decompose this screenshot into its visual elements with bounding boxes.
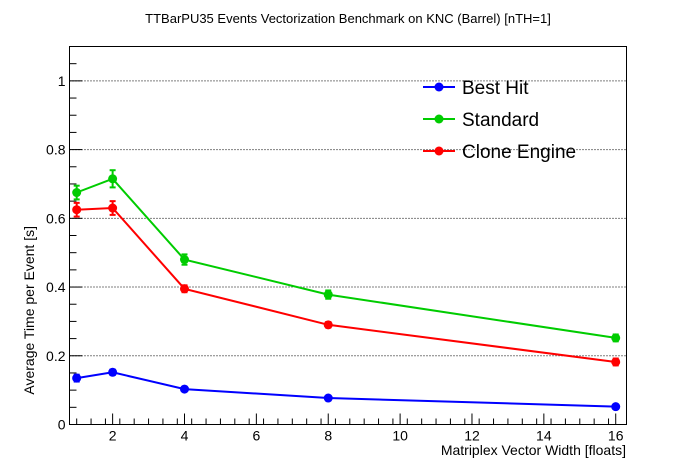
legend-marker bbox=[434, 82, 444, 92]
chart-title: TTBarPU35 Events Vectorization Benchmark… bbox=[145, 11, 551, 26]
series-line bbox=[76, 371, 616, 408]
data-point bbox=[179, 284, 189, 294]
legend-entry: Standard bbox=[423, 110, 539, 131]
data-point bbox=[72, 373, 82, 383]
legend-label: Clone Engine bbox=[462, 142, 576, 163]
data-point bbox=[179, 255, 189, 265]
y-tick-label: 0.4 bbox=[46, 279, 66, 295]
legend-marker bbox=[434, 114, 444, 124]
y-tick-label: 0.6 bbox=[46, 210, 66, 226]
x-tick-label: 2 bbox=[109, 428, 117, 444]
data-point bbox=[72, 205, 82, 215]
series-clone-engine bbox=[72, 200, 621, 367]
data-point bbox=[108, 203, 118, 213]
y-tick-label: 0 bbox=[58, 417, 66, 433]
data-point bbox=[323, 290, 333, 300]
x-tick-label: 16 bbox=[608, 428, 624, 444]
series-line bbox=[76, 206, 616, 363]
data-point bbox=[323, 393, 333, 403]
data-point bbox=[108, 174, 118, 184]
plot-frame bbox=[69, 46, 627, 425]
data-point bbox=[108, 367, 118, 377]
data-point bbox=[323, 320, 333, 330]
x-tick-label: 4 bbox=[181, 428, 189, 444]
grid bbox=[69, 80, 627, 357]
data-point bbox=[611, 402, 621, 412]
x-tick-label: 10 bbox=[392, 428, 408, 444]
x-tick-label: 8 bbox=[324, 428, 332, 444]
y-tick-label: 0.8 bbox=[46, 142, 66, 158]
y-tick-label: 0.2 bbox=[46, 348, 66, 364]
data-point bbox=[179, 384, 189, 394]
y-tick-label: 1 bbox=[58, 73, 66, 89]
x-tick-label: 6 bbox=[252, 428, 260, 444]
legend-entry: Clone Engine bbox=[423, 142, 576, 163]
x-tick-label: 12 bbox=[464, 428, 480, 444]
y-axis-label: Average Time per Event [s] bbox=[21, 226, 37, 395]
legend-entry: Best Hit bbox=[423, 78, 529, 99]
data-point bbox=[611, 357, 621, 367]
data-point bbox=[611, 333, 621, 343]
legend-label: Best Hit bbox=[462, 78, 529, 99]
x-axis-label: Matriplex Vector Width [floats] bbox=[441, 442, 626, 458]
series-standard bbox=[72, 169, 621, 343]
data-point bbox=[72, 188, 82, 198]
legend: Best Hit Standard Clone Engine bbox=[423, 78, 576, 163]
legend-label: Standard bbox=[462, 110, 539, 131]
x-tick-label: 14 bbox=[536, 428, 552, 444]
series-best-hit bbox=[72, 367, 621, 412]
legend-marker bbox=[434, 146, 444, 156]
axes: 00.20.40.60.812 4 6 8 10 12 14 16 bbox=[46, 46, 624, 444]
series-layer bbox=[72, 169, 621, 412]
